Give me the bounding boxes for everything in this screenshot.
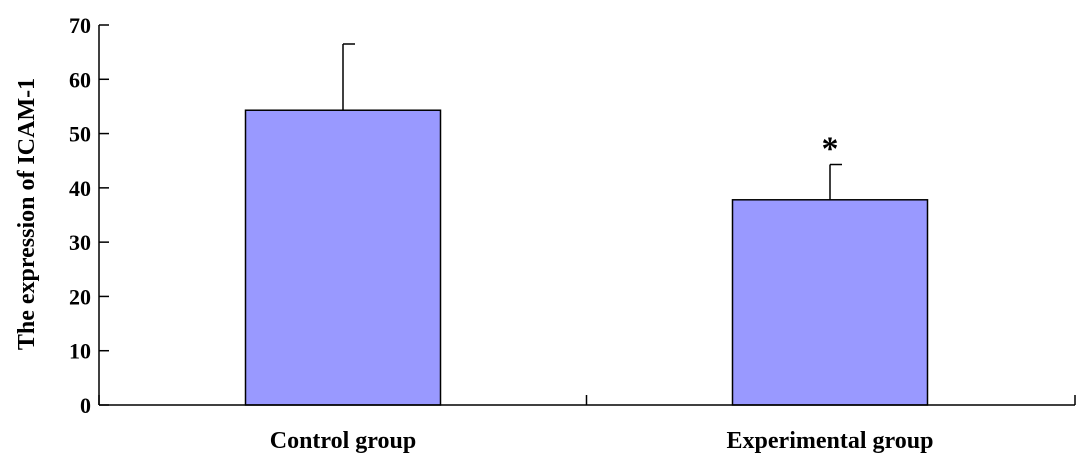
y-tick-label-1: 10 xyxy=(69,339,91,364)
y-tick-label-4: 40 xyxy=(69,176,91,201)
x-tick-label-0: Control group xyxy=(270,428,416,454)
y-tick-label-7: 70 xyxy=(69,13,91,38)
y-tick-label-0: 0 xyxy=(80,393,91,418)
y-axis-title: The expression of ICAM-1 xyxy=(14,78,40,350)
bar-1 xyxy=(731,199,929,406)
bar-0 xyxy=(244,109,442,406)
y-tick-label-2: 20 xyxy=(69,284,91,309)
x-tick-label-1: Experimental group xyxy=(727,428,934,454)
y-tick-label-5: 50 xyxy=(69,122,91,147)
y-tick-label-3: 30 xyxy=(69,230,91,255)
y-tick-label-6: 60 xyxy=(69,67,91,92)
plot-area: Control group * Experimental group 0 10 20 30 4… xyxy=(69,13,1076,454)
significance-mark-1: * xyxy=(822,131,839,168)
